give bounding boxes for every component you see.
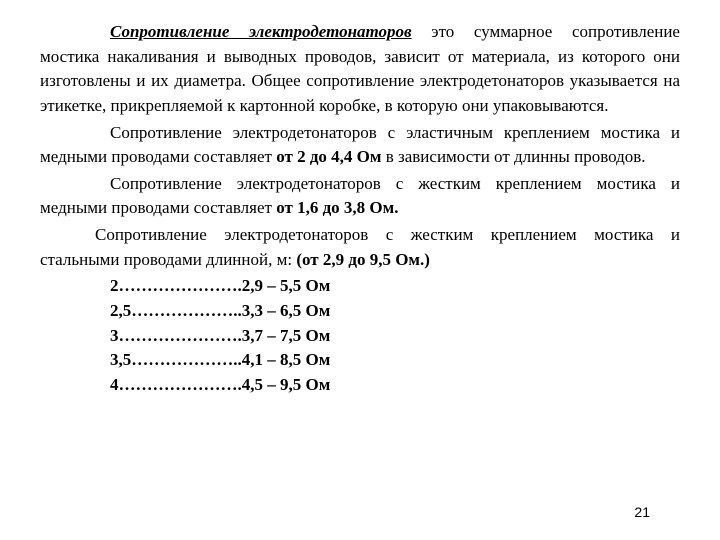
list-item-text: 2………………….2,9 – 5,5 Ом	[110, 276, 330, 295]
list-item: 3………………….3,7 – 7,5 Ом	[40, 324, 680, 349]
page: Сопротивление электродетонаторов это сум…	[0, 0, 720, 540]
paragraph-2: Сопротивление электродетонаторов с эласт…	[40, 121, 680, 170]
p2-text-after: в зависимости от длинны проводов.	[381, 147, 645, 166]
list-item-text: 4………………….4,5 – 9,5 Ом	[110, 375, 330, 394]
paragraph-1: Сопротивление электродетонаторов это сум…	[40, 20, 680, 119]
page-number: 21	[634, 502, 650, 522]
list-item: 2,5………………..3,3 – 6,5 Ом	[40, 299, 680, 324]
p2-bold: от 2 до 4,4 Ом	[276, 147, 381, 166]
p4-bold: (от 2,9 до 9,5 Ом.)	[296, 250, 430, 269]
list-item-text: 2,5………………..3,3 – 6,5 Ом	[110, 301, 330, 320]
paragraph-4: Сопротивление электродетонаторов с жестк…	[40, 223, 680, 272]
p3-bold: от 1,6 до 3,8 Ом.	[276, 198, 398, 217]
list-item: 4………………….4,5 – 9,5 Ом	[40, 373, 680, 398]
list-item: 3,5………………..4,1 – 8,5 Ом	[40, 348, 680, 373]
list-item-text: 3………………….3,7 – 7,5 Ом	[110, 326, 330, 345]
resistance-list: 2………………….2,9 – 5,5 Ом 2,5………………..3,3 – 6…	[40, 274, 680, 397]
list-item: 2………………….2,9 – 5,5 Ом	[40, 274, 680, 299]
list-item-text: 3,5………………..4,1 – 8,5 Ом	[110, 350, 330, 369]
term-heading: Сопротивление электродетонаторов	[110, 22, 412, 41]
paragraph-3: Сопротивление электродетонаторов с жестк…	[40, 172, 680, 221]
